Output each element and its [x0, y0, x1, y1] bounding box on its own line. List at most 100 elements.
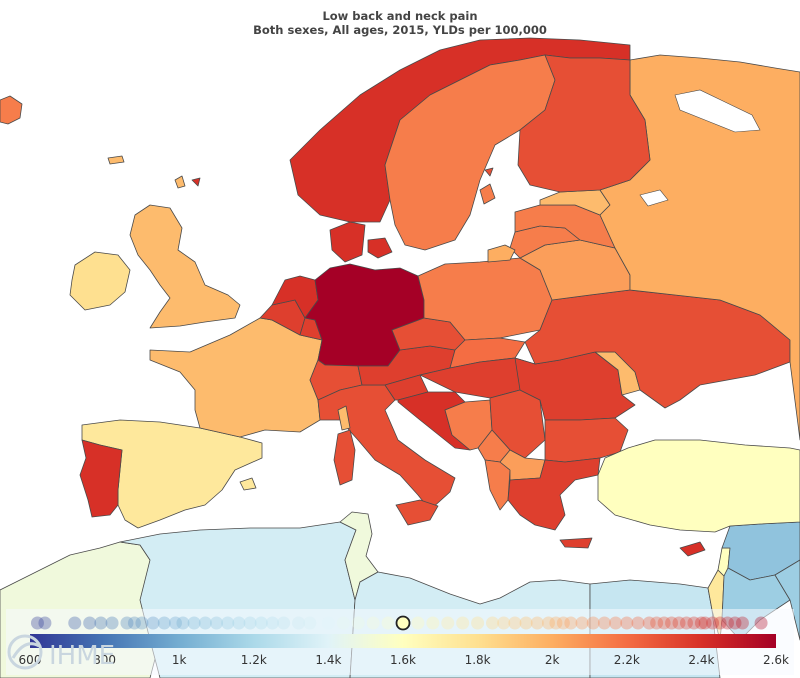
distribution-dot[interactable] [157, 616, 171, 630]
distribution-dot[interactable] [381, 616, 395, 630]
distribution-dot[interactable] [471, 616, 485, 630]
distribution-dot[interactable] [698, 616, 712, 630]
country-portugal[interactable] [79, 439, 123, 518]
country-sweden[interactable] [384, 54, 556, 251]
selected-value-marker[interactable] [395, 615, 411, 631]
country-ireland[interactable] [69, 251, 131, 311]
country-finland-aland[interactable] [484, 167, 494, 177]
distribution-dot[interactable] [146, 616, 160, 630]
distribution-dot[interactable] [665, 616, 679, 630]
country-italy-sicily[interactable] [395, 499, 439, 526]
country-sweden-gotland[interactable] [479, 183, 496, 205]
country-denmark-islands[interactable] [367, 237, 393, 259]
distribution-dot[interactable] [94, 616, 108, 630]
country-italy-sardinia[interactable] [333, 429, 356, 486]
distribution-dot[interactable] [706, 616, 720, 630]
distribution-dot[interactable] [254, 616, 268, 630]
distribution-dot[interactable] [441, 616, 455, 630]
distribution-dot[interactable] [456, 616, 470, 630]
distribution-dot[interactable] [672, 616, 686, 630]
scale-tick-label: 1k [171, 653, 187, 667]
distribution-dot[interactable] [530, 616, 544, 630]
distribution-dot[interactable] [541, 616, 555, 630]
country-cyprus[interactable] [679, 541, 706, 557]
ihme-logo: IHME [7, 634, 115, 671]
country-uk-shetland[interactable] [174, 175, 186, 189]
distribution-dot[interactable] [728, 616, 742, 630]
distribution-dot[interactable] [687, 616, 701, 630]
scale-tick-label: 800 [93, 653, 117, 667]
country-finland[interactable] [517, 54, 651, 193]
distribution-dot[interactable] [679, 616, 693, 630]
distribution-dot[interactable] [597, 616, 611, 630]
country-greece-crete[interactable] [559, 537, 593, 549]
distribution-dot[interactable] [243, 616, 257, 630]
country-uk-orkney[interactable] [107, 155, 125, 165]
distribution-dot[interactable] [198, 616, 212, 630]
distribution-dot[interactable] [564, 616, 578, 630]
distribution-dot[interactable] [508, 616, 522, 630]
distribution-dot[interactable] [351, 616, 365, 630]
distribution-dot[interactable] [650, 616, 664, 630]
distribution-dot[interactable] [497, 616, 511, 630]
distribution-dot[interactable] [127, 616, 141, 630]
country-russia-kaliningrad[interactable] [487, 244, 516, 263]
distribution-dot[interactable] [303, 616, 317, 630]
distribution-dot[interactable] [575, 616, 589, 630]
distribution-dot[interactable] [642, 616, 656, 630]
distribution-dot[interactable] [631, 616, 645, 630]
distribution-dot[interactable] [735, 616, 749, 630]
country-france-corsica[interactable] [337, 405, 351, 431]
country-united-kingdom[interactable] [129, 204, 241, 329]
distribution-dot[interactable] [120, 616, 134, 630]
distribution-dot[interactable] [221, 616, 235, 630]
country-iraq[interactable] [774, 559, 800, 641]
country-turkey[interactable] [597, 439, 800, 533]
distribution-dot[interactable] [713, 616, 727, 630]
distribution-dot[interactable] [486, 616, 500, 630]
scale-tick-label: 2.2k [613, 653, 640, 667]
scale-tick-label: 1.8k [464, 653, 491, 667]
distribution-dot[interactable] [30, 616, 44, 630]
country-denmark-faroe[interactable] [191, 177, 201, 187]
distribution-dot[interactable] [426, 616, 440, 630]
scale-tick-label: 2k [544, 653, 560, 667]
distribution-dot[interactable] [83, 616, 97, 630]
country-greece[interactable] [507, 457, 601, 531]
distribution-dot[interactable] [292, 616, 306, 630]
distribution-dot[interactable] [657, 616, 671, 630]
country-iceland[interactable] [0, 95, 23, 125]
lake-onega [639, 189, 669, 207]
distribution-dot[interactable] [754, 616, 768, 630]
distribution-dot[interactable] [336, 616, 350, 630]
distribution-dot[interactable] [366, 616, 380, 630]
distribution-dot[interactable] [549, 616, 563, 630]
distribution-dot[interactable] [232, 616, 246, 630]
distribution-dot[interactable] [68, 616, 82, 630]
distribution-dot[interactable] [694, 616, 708, 630]
distribution-dot[interactable] [721, 616, 735, 630]
distribution-dot[interactable] [135, 616, 149, 630]
distribution-dot[interactable] [210, 616, 223, 630]
map-subtitle: Both sexes, All ages, 2015, YLDs per 100… [253, 23, 547, 37]
distribution-dot[interactable] [38, 616, 52, 630]
distribution-dot[interactable] [187, 616, 201, 630]
lake-ladoga [674, 89, 761, 133]
distribution-dots [30, 616, 768, 630]
distribution-dot[interactable] [168, 616, 182, 630]
distribution-dot[interactable] [265, 616, 279, 630]
distribution-dot[interactable] [609, 616, 623, 630]
country-spain-mallorca[interactable] [239, 477, 257, 491]
distribution-dot[interactable] [411, 616, 425, 630]
distribution-dot[interactable] [321, 616, 335, 630]
distribution-dot[interactable] [586, 616, 600, 630]
distribution-dot[interactable] [105, 616, 119, 630]
distribution-dot[interactable] [519, 616, 533, 630]
distribution-dot[interactable] [176, 616, 190, 630]
logo-mark-icon [7, 634, 43, 670]
country-bulgaria[interactable] [544, 417, 629, 463]
distribution-dot[interactable] [620, 616, 634, 630]
distribution-dot[interactable] [556, 616, 570, 630]
distribution-dot[interactable] [277, 616, 291, 630]
